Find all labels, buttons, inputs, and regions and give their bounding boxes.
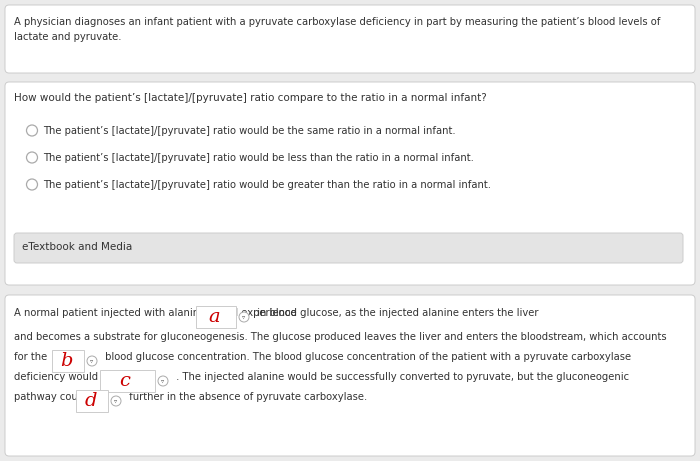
Text: for the: for the [14, 352, 50, 362]
FancyBboxPatch shape [5, 82, 695, 285]
Bar [52, 350, 84, 372]
Circle shape [27, 152, 38, 163]
Text: ▿: ▿ [114, 399, 118, 404]
Text: further in the absence of pyruvate carboxylase.: further in the absence of pyruvate carbo… [126, 392, 368, 402]
Text: The patient’s [lactate]/[pyruvate] ratio would be less than the ratio in a norma: The patient’s [lactate]/[pyruvate] ratio… [43, 153, 474, 163]
Circle shape [27, 125, 38, 136]
Circle shape [158, 376, 168, 386]
FancyBboxPatch shape [14, 233, 683, 263]
Circle shape [111, 396, 121, 406]
Text: and becomes a substrate for gluconeogenesis. The glucose produced leaves the liv: and becomes a substrate for gluconeogene… [14, 332, 666, 342]
Text: d: d [84, 392, 97, 410]
Text: a: a [208, 308, 220, 326]
Text: blood glucose concentration. The blood glucose concentration of the patient with: blood glucose concentration. The blood g… [102, 352, 631, 362]
Text: in blood glucose, as the injected alanine enters the liver: in blood glucose, as the injected alanin… [254, 308, 538, 318]
Circle shape [239, 312, 249, 322]
Text: pathway could: pathway could [14, 392, 90, 402]
Text: deficiency would: deficiency would [14, 372, 101, 382]
Text: ▿: ▿ [162, 379, 164, 384]
FancyBboxPatch shape [5, 295, 695, 456]
Text: lactate and pyruvate.: lactate and pyruvate. [14, 32, 122, 42]
Text: c: c [119, 372, 130, 390]
Text: ▿: ▿ [90, 359, 94, 364]
Bar [76, 390, 108, 412]
Text: How would the patient’s [lactate]/[pyruvate] ratio compare to the ratio in a nor: How would the patient’s [lactate]/[pyruv… [14, 93, 486, 103]
Text: A physician diagnoses an infant patient with a pyruvate carboxylase deficiency i: A physician diagnoses an infant patient … [14, 17, 660, 27]
Text: ▿: ▿ [242, 315, 246, 320]
FancyBboxPatch shape [5, 5, 695, 73]
Text: The patient’s [lactate]/[pyruvate] ratio would be the same ratio in a normal inf: The patient’s [lactate]/[pyruvate] ratio… [43, 126, 456, 136]
Text: b: b [60, 353, 73, 371]
Text: The patient’s [lactate]/[pyruvate] ratio would be greater than the ratio in a no: The patient’s [lactate]/[pyruvate] ratio… [43, 180, 491, 190]
Text: . The injected alanine would be successfully converted to pyruvate, but the gluc: . The injected alanine would be successf… [173, 372, 629, 382]
Text: eTextbook and Media: eTextbook and Media [22, 242, 132, 252]
Bar [100, 370, 155, 392]
Text: A normal patient injected with alanine would experience: A normal patient injected with alanine w… [14, 308, 300, 318]
Bar [196, 306, 236, 328]
Circle shape [27, 179, 38, 190]
Circle shape [87, 356, 97, 366]
